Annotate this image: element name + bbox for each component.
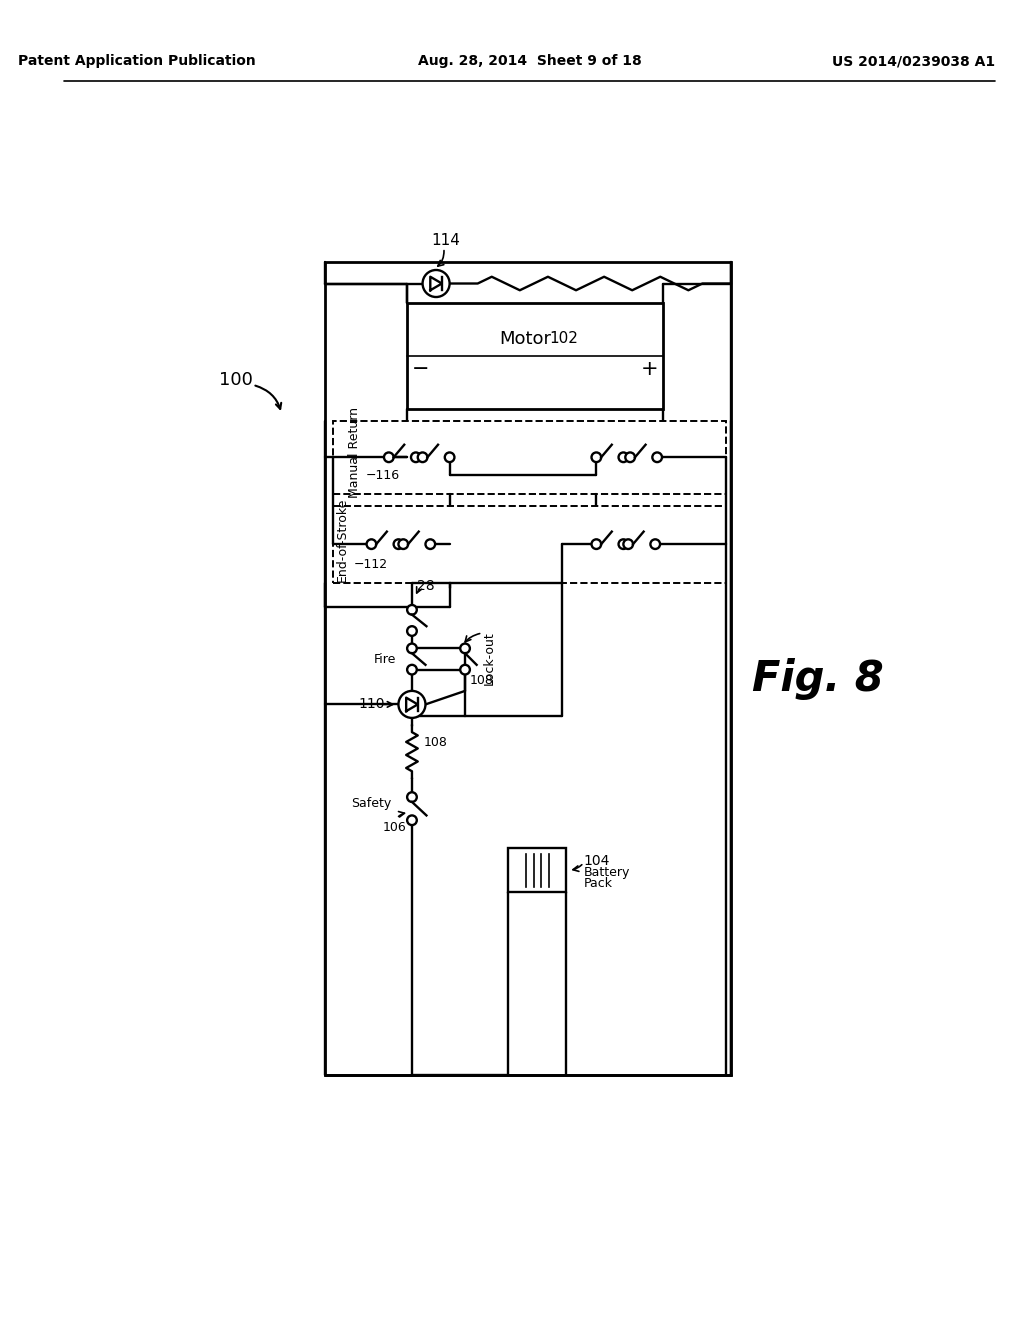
Text: 104: 104: [584, 854, 610, 867]
Text: −116: −116: [366, 470, 399, 482]
Text: Battery: Battery: [584, 866, 630, 879]
Text: Aug. 28, 2014  Sheet 9 of 18: Aug. 28, 2014 Sheet 9 of 18: [418, 54, 642, 69]
Text: Motor: Motor: [500, 330, 551, 347]
Circle shape: [626, 453, 635, 462]
Circle shape: [411, 453, 421, 462]
Text: −: −: [412, 359, 429, 379]
Circle shape: [592, 453, 601, 462]
Circle shape: [460, 665, 470, 675]
Text: −112: −112: [354, 558, 388, 572]
Circle shape: [408, 665, 417, 675]
Circle shape: [408, 644, 417, 653]
Circle shape: [367, 540, 376, 549]
Circle shape: [652, 453, 662, 462]
Text: 102: 102: [550, 331, 579, 346]
Text: +: +: [641, 359, 658, 379]
Circle shape: [650, 540, 660, 549]
Text: Pack: Pack: [584, 878, 612, 891]
Text: 108: 108: [424, 735, 447, 748]
Text: 114: 114: [431, 232, 460, 248]
Circle shape: [384, 453, 393, 462]
Circle shape: [408, 816, 417, 825]
Bar: [325, 263, 730, 1074]
Text: Fire: Fire: [374, 652, 396, 665]
Text: End-of-Stroke: End-of-Stroke: [336, 498, 349, 582]
Circle shape: [408, 626, 417, 636]
Circle shape: [398, 690, 426, 718]
Circle shape: [423, 271, 450, 297]
Bar: [408, 302, 663, 409]
Text: 28: 28: [417, 578, 434, 593]
Text: US 2014/0239038 A1: US 2014/0239038 A1: [833, 54, 995, 69]
Bar: [509, 849, 566, 892]
Bar: [333, 421, 726, 494]
Circle shape: [398, 540, 409, 549]
Circle shape: [393, 540, 403, 549]
Circle shape: [408, 605, 417, 615]
Text: 108: 108: [470, 675, 494, 688]
Circle shape: [408, 792, 417, 803]
Circle shape: [444, 453, 455, 462]
Circle shape: [624, 540, 633, 549]
Text: Fig. 8: Fig. 8: [752, 659, 884, 701]
Circle shape: [418, 453, 427, 462]
Text: 110: 110: [358, 697, 385, 711]
Text: 100: 100: [219, 371, 253, 389]
Text: Patent Application Publication: Patent Application Publication: [18, 54, 256, 69]
Bar: [333, 506, 726, 582]
Circle shape: [618, 453, 628, 462]
Text: Lock-out: Lock-out: [482, 631, 496, 685]
Circle shape: [618, 540, 628, 549]
Circle shape: [460, 644, 470, 653]
Text: Manual Return: Manual Return: [347, 407, 360, 498]
Circle shape: [592, 540, 601, 549]
Circle shape: [426, 540, 435, 549]
Text: Safety: Safety: [351, 797, 391, 810]
Text: 106: 106: [383, 821, 407, 834]
